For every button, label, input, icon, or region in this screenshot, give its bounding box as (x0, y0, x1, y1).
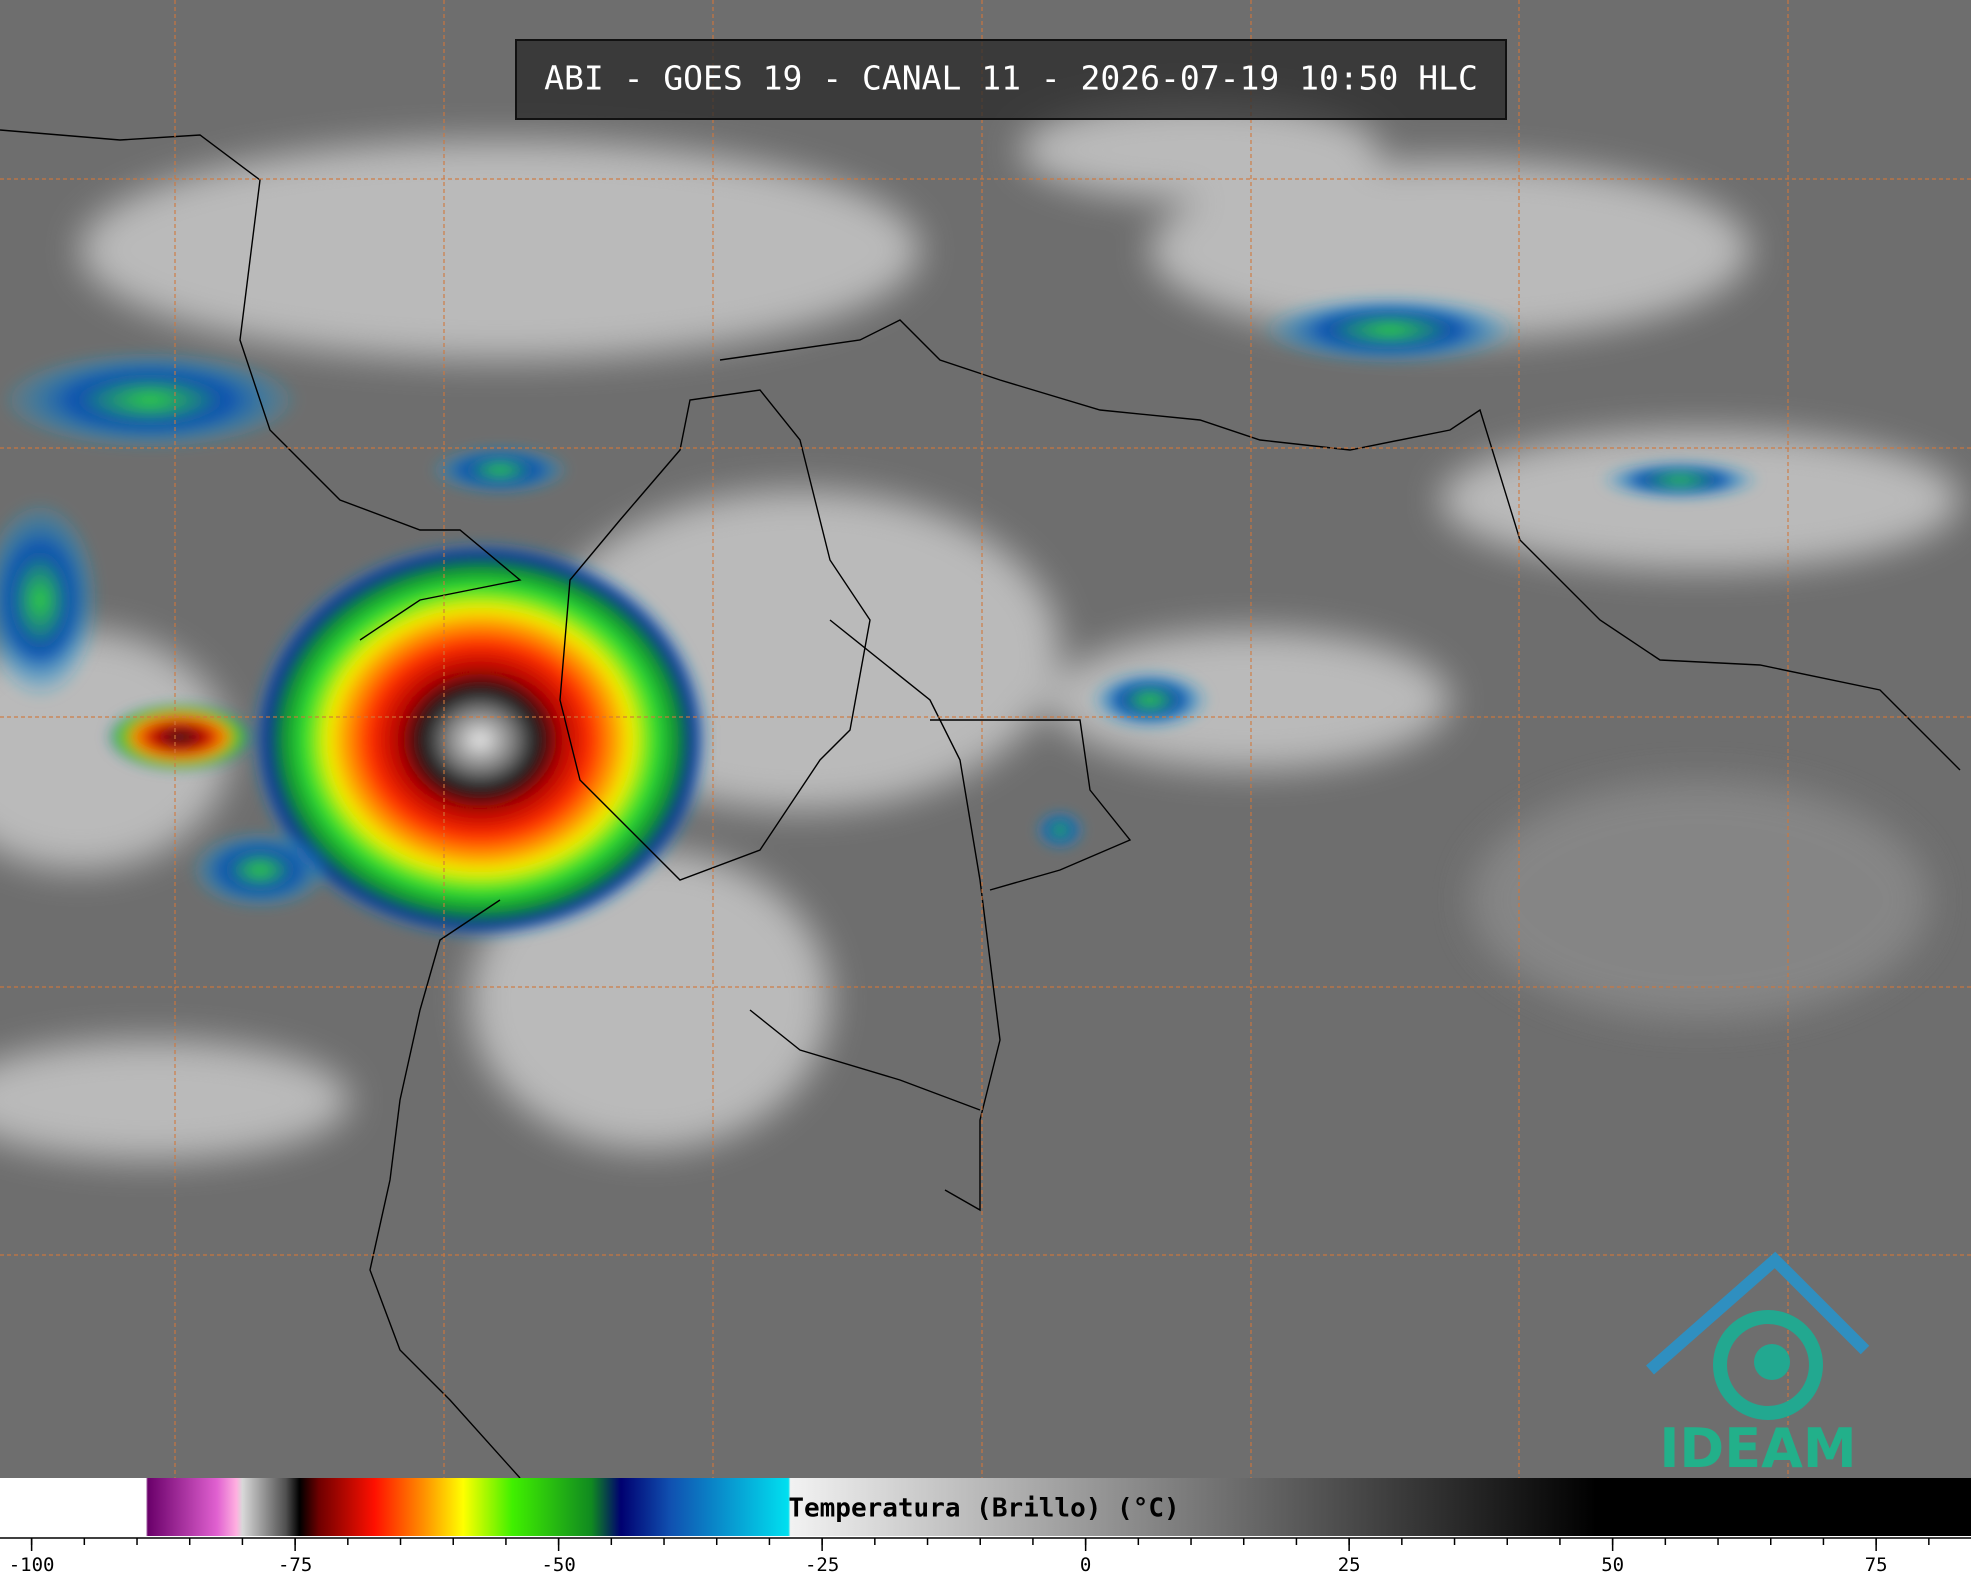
tick-label: 25 (1338, 1554, 1361, 1576)
logo-text: IDEAM (1659, 1417, 1856, 1480)
tick-label: -50 (541, 1554, 575, 1576)
colorbar (0, 1478, 1971, 1538)
tick-label: 50 (1601, 1554, 1624, 1576)
title-box (515, 39, 1507, 120)
tick-label: -25 (805, 1554, 839, 1576)
tick-label: 0 (1080, 1554, 1091, 1576)
satellite-image (0, 0, 1971, 1479)
colorbar-ticks: -100 -75 -50 -25 0 25 50 75 (0, 1537, 1971, 1576)
colorbar-title: Temperatura (Brillo) (°C) (788, 1494, 1179, 1524)
colorbar-axis-bg (0, 1536, 1971, 1577)
tick-label: 75 (1865, 1554, 1888, 1576)
title: ABI - GOES 19 - CANAL 11 - 2026-07-19 10… (544, 59, 1478, 98)
logo: IDEAM (1646, 1251, 1870, 1480)
tick-label: -100 (9, 1554, 55, 1576)
tick-label: -75 (278, 1554, 312, 1576)
